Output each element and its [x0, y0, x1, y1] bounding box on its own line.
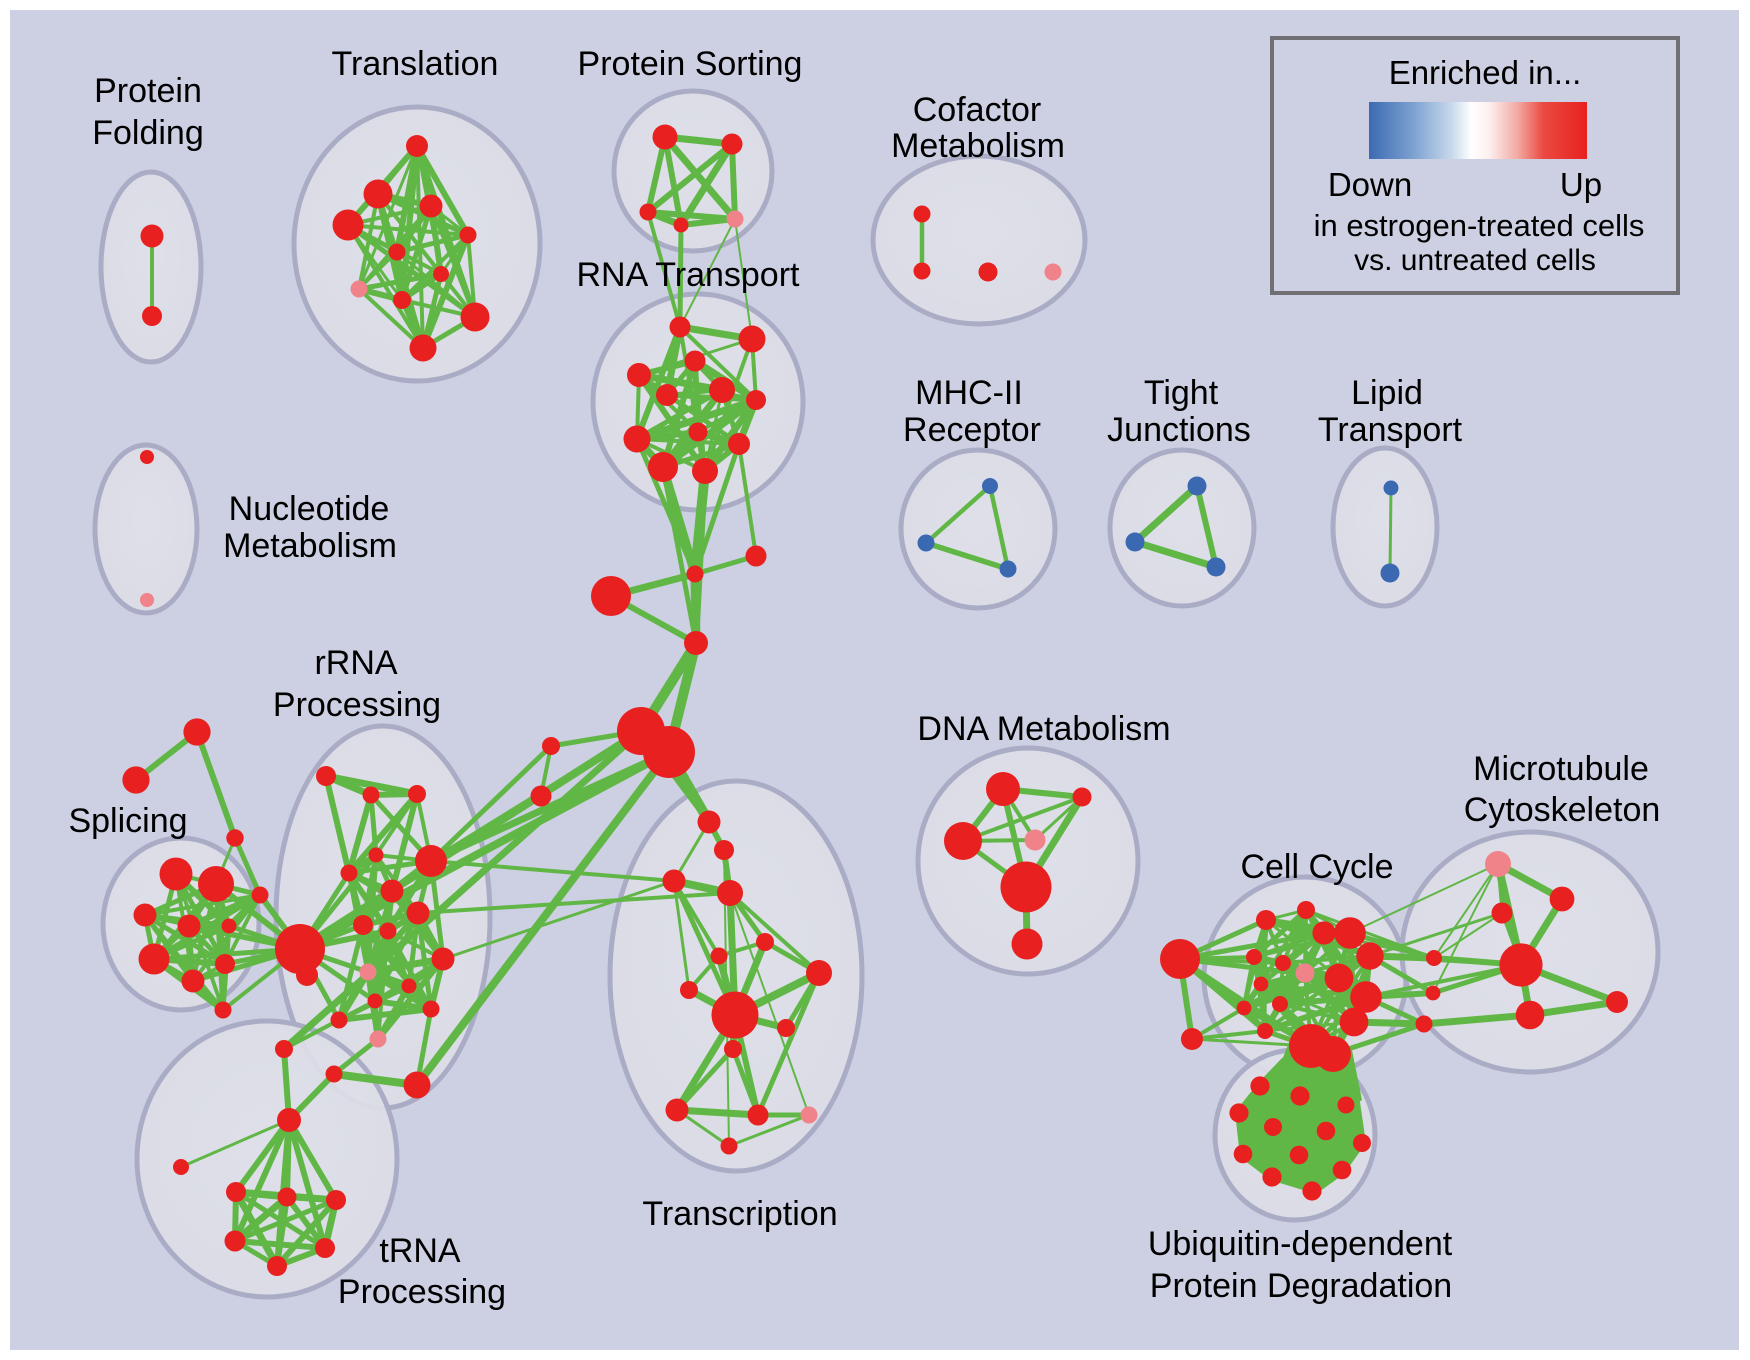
svg-text:vs. untreated cells: vs. untreated cells: [1354, 244, 1596, 277]
svg-text:Nucleotide: Nucleotide: [229, 490, 390, 528]
svg-text:Metabolism: Metabolism: [223, 527, 397, 565]
svg-text:Junctions: Junctions: [1107, 411, 1251, 449]
svg-text:MHC-II: MHC-II: [915, 374, 1023, 412]
svg-text:in estrogen-treated cells: in estrogen-treated cells: [1314, 208, 1645, 243]
svg-text:Cell Cycle: Cell Cycle: [1240, 848, 1393, 886]
svg-text:Lipid: Lipid: [1351, 374, 1423, 412]
svg-text:Transport: Transport: [1318, 411, 1463, 449]
svg-text:Cytoskeleton: Cytoskeleton: [1464, 791, 1661, 829]
svg-text:Microtubule: Microtubule: [1473, 750, 1649, 788]
svg-text:Translation: Translation: [332, 45, 499, 83]
svg-text:RNA Transport: RNA Transport: [577, 256, 801, 294]
svg-text:Up: Up: [1560, 166, 1602, 203]
svg-text:Ubiquitin-dependent: Ubiquitin-dependent: [1148, 1225, 1453, 1263]
svg-text:Processing: Processing: [273, 686, 441, 724]
svg-text:rRNA: rRNA: [314, 644, 397, 682]
svg-text:Metabolism: Metabolism: [891, 127, 1065, 165]
svg-text:tRNA: tRNA: [379, 1232, 461, 1270]
svg-text:Splicing: Splicing: [68, 802, 187, 840]
svg-text:Down: Down: [1328, 166, 1412, 203]
svg-text:Protein Sorting: Protein Sorting: [578, 45, 803, 83]
svg-text:Protein Degradation: Protein Degradation: [1150, 1267, 1452, 1305]
svg-text:DNA Metabolism: DNA Metabolism: [917, 710, 1170, 748]
svg-text:Folding: Folding: [92, 114, 204, 152]
svg-text:Tight: Tight: [1144, 374, 1219, 412]
svg-text:Cofactor: Cofactor: [913, 91, 1042, 129]
svg-text:Transcription: Transcription: [642, 1195, 837, 1233]
svg-text:Processing: Processing: [338, 1273, 506, 1311]
svg-text:Protein: Protein: [94, 72, 202, 110]
svg-text:Enriched in...: Enriched in...: [1389, 54, 1582, 91]
svg-text:Receptor: Receptor: [903, 411, 1041, 449]
